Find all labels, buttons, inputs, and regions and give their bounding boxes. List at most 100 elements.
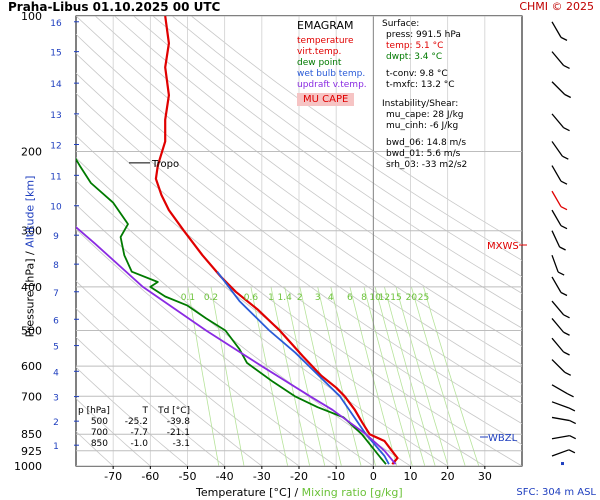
x-tick-label: -70 xyxy=(104,470,122,483)
wind-barb xyxy=(551,51,565,66)
dry-adiabat-line xyxy=(114,16,522,312)
altitude-tick-label: 5 xyxy=(53,343,59,353)
altitude-tick-label: 11 xyxy=(50,172,61,182)
pressure-tick-label: 100 xyxy=(21,10,42,23)
x-tick-label: -40 xyxy=(216,470,234,483)
dry-adiabat-line xyxy=(94,16,522,329)
mixing-ratio-label: 12 xyxy=(379,293,390,303)
dry-adiabat-line xyxy=(152,16,522,278)
wind-barb-flag xyxy=(560,225,568,230)
pressure-tick-label: 1000 xyxy=(14,460,42,473)
altitude-tick-label: 2 xyxy=(53,418,59,428)
surface-wind-marker xyxy=(561,462,564,466)
pressure-tick-label: 700 xyxy=(21,390,42,403)
tropo-label: Tropo xyxy=(151,159,179,170)
surface-info-panel: Surface: press: 991.5 hPa temp: 5.1 °C d… xyxy=(382,19,467,171)
wind-barb-flag xyxy=(560,291,568,297)
wind-barb-flag xyxy=(567,393,574,398)
altitude-tick-label: 4 xyxy=(53,368,59,378)
x-tick-label: -10 xyxy=(327,470,345,483)
altitude-tick-label: 10 xyxy=(50,203,62,213)
surface-tmxfc: t-mxfc: 13.2 °C xyxy=(386,80,455,90)
x-axis-label-temp: Temperature [°C] xyxy=(196,486,291,499)
wind-barb xyxy=(551,113,565,129)
pressure-tick-label: 600 xyxy=(21,360,42,373)
mixing-ratio-label: 2 xyxy=(297,293,303,303)
table-row: 850 -1.0 -3.1 xyxy=(78,439,190,450)
altitude-tick-label: 13 xyxy=(50,111,61,121)
wind-barb-flag xyxy=(563,351,570,356)
wind-barb xyxy=(551,81,566,95)
mxws-label: MXWS xyxy=(487,241,519,252)
level-table: p [hPa] T Td [°C] 500 -25.2 -39.8 700 -7… xyxy=(78,406,190,450)
mixing-ratio-label: 15 xyxy=(390,293,401,303)
wind-barb xyxy=(551,401,570,409)
altitude-tick-label: 12 xyxy=(50,142,61,152)
y-axis-label-pressure: Pressure [hPa] xyxy=(23,258,37,338)
altitude-tick-label: 14 xyxy=(50,80,62,90)
table-cell: -1.0 xyxy=(130,439,148,449)
series-updraft-v-temp--line xyxy=(76,226,397,465)
bwd-01-value: bwd_01: 5.6 m/s xyxy=(386,149,461,159)
mixing-ratio-label: 4 xyxy=(328,293,334,303)
x-tick-label: -30 xyxy=(253,470,271,483)
mixing-ratio-label: 10 xyxy=(369,293,381,303)
wind-barb-flag xyxy=(563,64,570,70)
wind-barb xyxy=(551,384,568,395)
wind-barb-flag xyxy=(563,314,570,319)
table-cell: -7.7 xyxy=(130,428,148,438)
x-tick-label: -50 xyxy=(179,470,197,483)
table-cell: -39.8 xyxy=(166,417,190,427)
surface-tconv: t-conv: 9.8 °C xyxy=(386,69,448,79)
wind-barb xyxy=(551,21,562,38)
mixing-ratio-label: 20 xyxy=(406,293,418,303)
mu-cape-value: mu_cape: 28 J/kg xyxy=(386,110,464,120)
pressure-tick-label: 500 xyxy=(21,325,42,338)
wind-barb xyxy=(551,416,570,422)
legend-item-wet-bulb: wet bulb temp. xyxy=(297,69,366,79)
wind-barb xyxy=(551,359,566,373)
x-axis-label: Temperature [°C] / Mixing ratio [g/kg] xyxy=(196,486,403,499)
series-wet-bulb-temp--line xyxy=(216,271,390,465)
altitude-tick-label: 6 xyxy=(53,316,59,326)
y-axis-label-altitude: Altitude [km] xyxy=(23,175,37,248)
surface-heading: Surface: xyxy=(382,19,420,29)
table-cell: 500 xyxy=(90,417,108,427)
wind-barb xyxy=(551,300,565,316)
series-temperature-line xyxy=(154,16,399,465)
dry-adiabat-line xyxy=(76,72,522,404)
wind-barb xyxy=(551,337,565,353)
wind-barb xyxy=(551,254,559,273)
mixing-ratio-label: 0.2 xyxy=(204,293,218,303)
wind-barb xyxy=(551,318,565,333)
mixing-ratio-label: 6 xyxy=(347,293,353,303)
pressure-tick-label: 300 xyxy=(21,225,42,238)
srh-03-value: srh_03: -33 m2/s2 xyxy=(386,160,468,170)
mixing-ratio-label: 8 xyxy=(361,293,367,303)
altitude-tick-label: 9 xyxy=(53,232,59,242)
wind-barb-flag xyxy=(568,407,576,412)
surface-press: press: 991.5 hPa xyxy=(386,30,461,40)
mu-cape-button[interactable]: MU CAPE xyxy=(297,93,355,106)
altitude-tick-label: 7 xyxy=(53,289,59,299)
wind-barb-flag xyxy=(568,449,576,454)
wind-barb xyxy=(551,141,563,157)
wind-barb-flag xyxy=(560,36,568,41)
table-cell: 850 xyxy=(90,439,108,449)
wind-barb-flag xyxy=(562,155,569,160)
altitude-tick-label: 15 xyxy=(50,49,61,59)
table-header-t: T xyxy=(142,406,149,416)
mixing-ratio-label: 1.4 xyxy=(278,293,293,303)
wind-barb-flag xyxy=(563,127,570,132)
x-axis-label-mix: Mixing ratio [g/kg] xyxy=(301,486,403,499)
legend-item-virt-temp: virt.temp. xyxy=(297,47,342,57)
dry-adiabat-line xyxy=(133,16,522,294)
pressure-tick-label: 200 xyxy=(21,145,42,158)
table-row: 700 -7.7 -21.1 xyxy=(78,428,190,439)
bwd-06-value: bwd_06: 14.8 m/s xyxy=(386,138,467,148)
table-cell: -3.1 xyxy=(172,439,190,449)
altitude-tick-label: 1 xyxy=(53,442,59,452)
wind-barb-flag xyxy=(560,206,568,211)
dry-adiabat-line xyxy=(191,16,522,245)
